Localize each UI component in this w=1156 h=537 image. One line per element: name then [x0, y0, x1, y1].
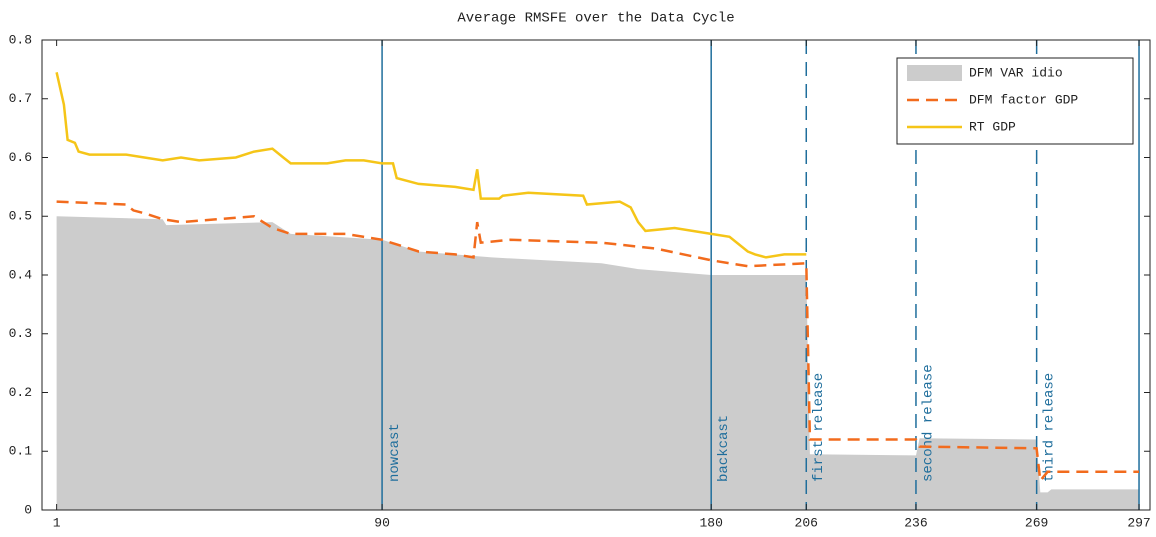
- vertical-line-label: first release: [811, 373, 827, 482]
- x-tick-label: 1: [53, 515, 61, 530]
- legend: DFM VAR idio DFM factor GDP RT GDP: [896, 57, 1134, 145]
- legend-label: DFM VAR idio: [969, 65, 1063, 80]
- y-tick-label: 0.5: [9, 209, 32, 224]
- line: [55, 72, 807, 259]
- x-tick-label: 90: [374, 515, 390, 530]
- legend-swatch: [907, 65, 962, 81]
- y-tick-label: 0.6: [9, 150, 32, 165]
- y-tick-label: 0.8: [9, 32, 32, 47]
- legend-label: RT GDP: [969, 119, 1016, 134]
- x-tick-label: 180: [699, 515, 722, 530]
- vertical-line-label: second release: [921, 364, 937, 482]
- vertical-line-label: backcast: [716, 415, 732, 482]
- chart-title: Average RMSFE over the Data Cycle: [457, 11, 734, 27]
- area: [56, 216, 1140, 511]
- line: [56, 200, 1139, 484]
- vertical-line-label: nowcast: [387, 423, 403, 482]
- y-tick-label: 0.4: [9, 267, 33, 282]
- x-tick-label: 236: [904, 515, 927, 530]
- legend-label: DFM factor GDP: [969, 92, 1078, 107]
- x-tick-label: 206: [795, 515, 818, 530]
- y-tick-label: 0.3: [9, 326, 32, 341]
- x-tick-label: 269: [1025, 515, 1048, 530]
- x-tick-label: 297: [1127, 515, 1150, 530]
- y-tick-label: 0.2: [9, 385, 32, 400]
- vertical-line-label: third release: [1041, 373, 1057, 482]
- y-tick-label: 0: [24, 502, 32, 517]
- y-tick-label: 0.7: [9, 91, 32, 106]
- y-tick-label: 0.1: [9, 444, 33, 459]
